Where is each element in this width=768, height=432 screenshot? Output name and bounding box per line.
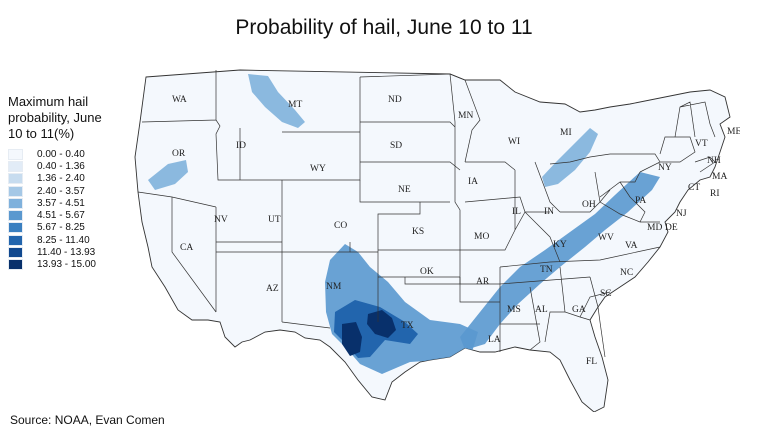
legend-label: 2.40 - 3.57 [37, 185, 85, 197]
legend-item: 2.40 - 3.57 [8, 185, 118, 197]
us-outline [134, 69, 731, 412]
hail-band-oregon [148, 160, 188, 190]
state-label-va: VA [625, 241, 638, 251]
state-label-or: OR [172, 149, 186, 159]
hail-probability-layer [148, 74, 660, 374]
state-label-mn: MN [458, 111, 473, 121]
state-label-la: LA [488, 335, 501, 345]
legend-item: 1.36 - 2.40 [8, 173, 118, 185]
state-label-ct: CT [688, 183, 700, 193]
state-label-ny: NY [658, 163, 672, 173]
state-label-md: MD [647, 223, 662, 233]
state-label-nd: ND [388, 95, 402, 105]
state-label-mi: MI [560, 128, 572, 138]
hail-band-texas-max-west [342, 322, 362, 356]
state-label-nv: NV [214, 215, 228, 225]
legend-swatch [8, 259, 23, 271]
map-title: Probability of hail, June 10 to 11 [235, 16, 533, 39]
state-label-mo: MO [474, 232, 489, 242]
legend-item: 4.51 - 5.67 [8, 209, 118, 222]
legend-label: 1.36 - 2.40 [37, 173, 85, 185]
state-label-me: ME [727, 127, 740, 137]
state-label-id: ID [236, 141, 246, 151]
state-label-nm: NM [326, 282, 342, 292]
state-label-ks: KS [412, 227, 424, 237]
legend-item: 0.40 - 1.36 [8, 160, 118, 172]
state-label-ne: NE [398, 185, 411, 195]
state-label-fl: FL [586, 357, 597, 367]
state-label-ms: MS [507, 305, 521, 315]
legend-label: 0.00 - 0.40 [37, 148, 85, 160]
state-label-sc: SC [600, 289, 612, 299]
state-label-ia: IA [468, 177, 478, 187]
legend-swatch [8, 197, 23, 209]
state-label-ri: RI [710, 189, 720, 199]
state-borders [137, 70, 716, 358]
legend-swatch [8, 234, 23, 246]
hail-band-montana [248, 74, 305, 128]
state-label-nj: NJ [676, 209, 687, 219]
legend-label: 5.67 - 8.25 [37, 222, 85, 234]
state-label-nh: NH [707, 156, 721, 166]
legend-label: 0.40 - 1.36 [37, 160, 85, 172]
legend-swatch [8, 148, 23, 160]
state-label-ma: MA [712, 172, 727, 182]
legend-swatch [8, 247, 23, 259]
legend-item: 5.67 - 8.25 [8, 222, 118, 234]
legend: Maximum hail probability, June 10 to 11(… [8, 94, 118, 271]
state-labels: WA MT ND MN ME OR ID SD WI MI VT NH NY M… [172, 95, 740, 367]
state-label-al: AL [535, 305, 548, 315]
state-label-oh: OH [582, 200, 596, 210]
state-label-mt: MT [288, 100, 302, 110]
hail-band-texas-max-east [367, 310, 396, 338]
border-lines-central [350, 73, 461, 322]
us-states-map: WA MT ND MN ME OR ID SD WI MI VT NH NY M… [134, 69, 740, 412]
state-label-ga: GA [572, 305, 586, 315]
legend-item: 13.93 - 15.00 [8, 259, 118, 271]
state-label-ar: AR [476, 277, 490, 287]
legend-label: 4.51 - 5.67 [37, 210, 85, 222]
legend-title: Maximum hail probability, June 10 to 11(… [8, 94, 102, 141]
border-lines-east [499, 101, 716, 358]
hail-band-appalachian [460, 172, 660, 350]
state-label-pa: PA [635, 196, 646, 206]
state-label-sd: SD [390, 141, 402, 151]
state-label-ok: OK [420, 267, 434, 277]
state-label-tn: TN [540, 265, 553, 275]
state-label-vt: VT [695, 139, 708, 149]
legend-swatch [8, 210, 23, 222]
state-label-il: IL [512, 207, 521, 217]
legend-label: 13.93 - 15.00 [37, 259, 96, 271]
state-label-de: DE [665, 223, 678, 233]
state-label-tx: TX [401, 321, 414, 331]
state-label-wa: WA [172, 95, 187, 105]
state-label-in: IN [544, 207, 554, 217]
legend-swatch [8, 222, 23, 234]
us-land [134, 69, 731, 412]
legend-swatch [8, 173, 23, 185]
border-lines-middle [449, 73, 550, 352]
state-label-ut: UT [268, 215, 281, 225]
legend-item: 8.25 - 11.40 [8, 234, 118, 246]
legend-label: 3.57 - 4.51 [37, 197, 85, 209]
state-label-co: CO [334, 221, 347, 231]
state-label-ky: KY [553, 240, 567, 250]
source-note: Source: NOAA, Evan Comen [10, 413, 165, 427]
legend-label: 11.40 - 13.93 [37, 247, 96, 259]
state-label-wv: WV [598, 233, 614, 243]
state-label-az: AZ [266, 284, 279, 294]
hail-band-michigan [542, 128, 598, 187]
state-label-wy: WY [310, 164, 326, 174]
state-label-wi: WI [508, 137, 520, 147]
state-label-nc: NC [620, 268, 633, 278]
legend-item: 0.00 - 0.40 [8, 148, 118, 160]
legend-label: 8.25 - 11.40 [37, 234, 90, 246]
legend-item: 11.40 - 13.93 [8, 246, 118, 259]
legend-item: 3.57 - 4.51 [8, 197, 118, 209]
legend-swatch [8, 185, 23, 197]
state-label-ca: CA [180, 243, 193, 253]
legend-swatch [8, 160, 23, 172]
